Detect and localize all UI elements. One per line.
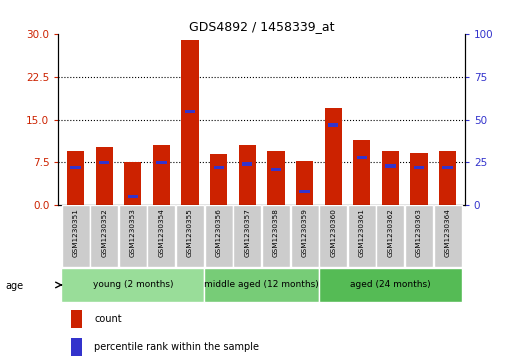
Text: GSM1230351: GSM1230351 [73, 208, 79, 257]
Bar [156, 161, 167, 164]
Bar [71, 310, 82, 328]
Bar [382, 151, 399, 205]
Bar [385, 164, 396, 168]
Text: GSM1230364: GSM1230364 [444, 208, 451, 257]
Text: GSM1230357: GSM1230357 [244, 208, 250, 257]
Text: GSM1230358: GSM1230358 [273, 208, 279, 257]
Bar [128, 195, 138, 198]
Text: age: age [5, 281, 23, 291]
Text: GSM1230363: GSM1230363 [416, 208, 422, 257]
FancyBboxPatch shape [61, 268, 204, 302]
Bar [414, 166, 424, 169]
FancyBboxPatch shape [147, 205, 175, 267]
FancyBboxPatch shape [205, 205, 233, 267]
Bar [442, 166, 453, 169]
Text: GSM1230352: GSM1230352 [101, 208, 107, 257]
Bar [124, 163, 141, 205]
Text: count: count [94, 314, 122, 324]
Bar [439, 151, 456, 205]
Bar [181, 40, 199, 205]
Bar [71, 166, 81, 169]
Text: GSM1230359: GSM1230359 [302, 208, 307, 257]
Bar [357, 156, 367, 159]
Bar [210, 154, 227, 205]
Bar [325, 109, 342, 205]
FancyBboxPatch shape [119, 205, 147, 267]
Text: aged (24 months): aged (24 months) [350, 281, 431, 289]
Text: GSM1230354: GSM1230354 [158, 208, 165, 257]
FancyBboxPatch shape [61, 205, 89, 267]
FancyBboxPatch shape [405, 205, 433, 267]
Bar [99, 161, 109, 164]
Bar [299, 190, 310, 193]
Bar [267, 151, 284, 205]
Text: GSM1230361: GSM1230361 [359, 208, 365, 257]
FancyBboxPatch shape [434, 205, 462, 267]
Text: GSM1230362: GSM1230362 [388, 208, 393, 257]
Bar [185, 110, 195, 113]
FancyBboxPatch shape [376, 205, 404, 267]
FancyBboxPatch shape [348, 205, 376, 267]
Bar [271, 168, 281, 171]
Bar [71, 338, 82, 356]
Text: percentile rank within the sample: percentile rank within the sample [94, 342, 259, 352]
Bar [410, 153, 428, 205]
Title: GDS4892 / 1458339_at: GDS4892 / 1458339_at [189, 20, 334, 33]
FancyBboxPatch shape [319, 268, 462, 302]
Bar [96, 147, 113, 205]
FancyBboxPatch shape [204, 268, 319, 302]
Bar [296, 161, 313, 205]
Text: young (2 months): young (2 months) [92, 281, 173, 289]
Text: GSM1230355: GSM1230355 [187, 208, 193, 257]
Text: middle aged (12 months): middle aged (12 months) [204, 281, 319, 289]
Text: GSM1230353: GSM1230353 [130, 208, 136, 257]
FancyBboxPatch shape [233, 205, 261, 267]
Bar [67, 151, 84, 205]
Bar [153, 146, 170, 205]
Text: GSM1230356: GSM1230356 [216, 208, 221, 257]
Bar [353, 140, 370, 205]
Bar [328, 123, 338, 127]
FancyBboxPatch shape [262, 205, 290, 267]
FancyBboxPatch shape [319, 205, 347, 267]
FancyBboxPatch shape [90, 205, 118, 267]
Bar [242, 163, 252, 166]
Text: GSM1230360: GSM1230360 [330, 208, 336, 257]
FancyBboxPatch shape [291, 205, 319, 267]
FancyBboxPatch shape [176, 205, 204, 267]
Bar [213, 166, 224, 169]
Bar [239, 146, 256, 205]
